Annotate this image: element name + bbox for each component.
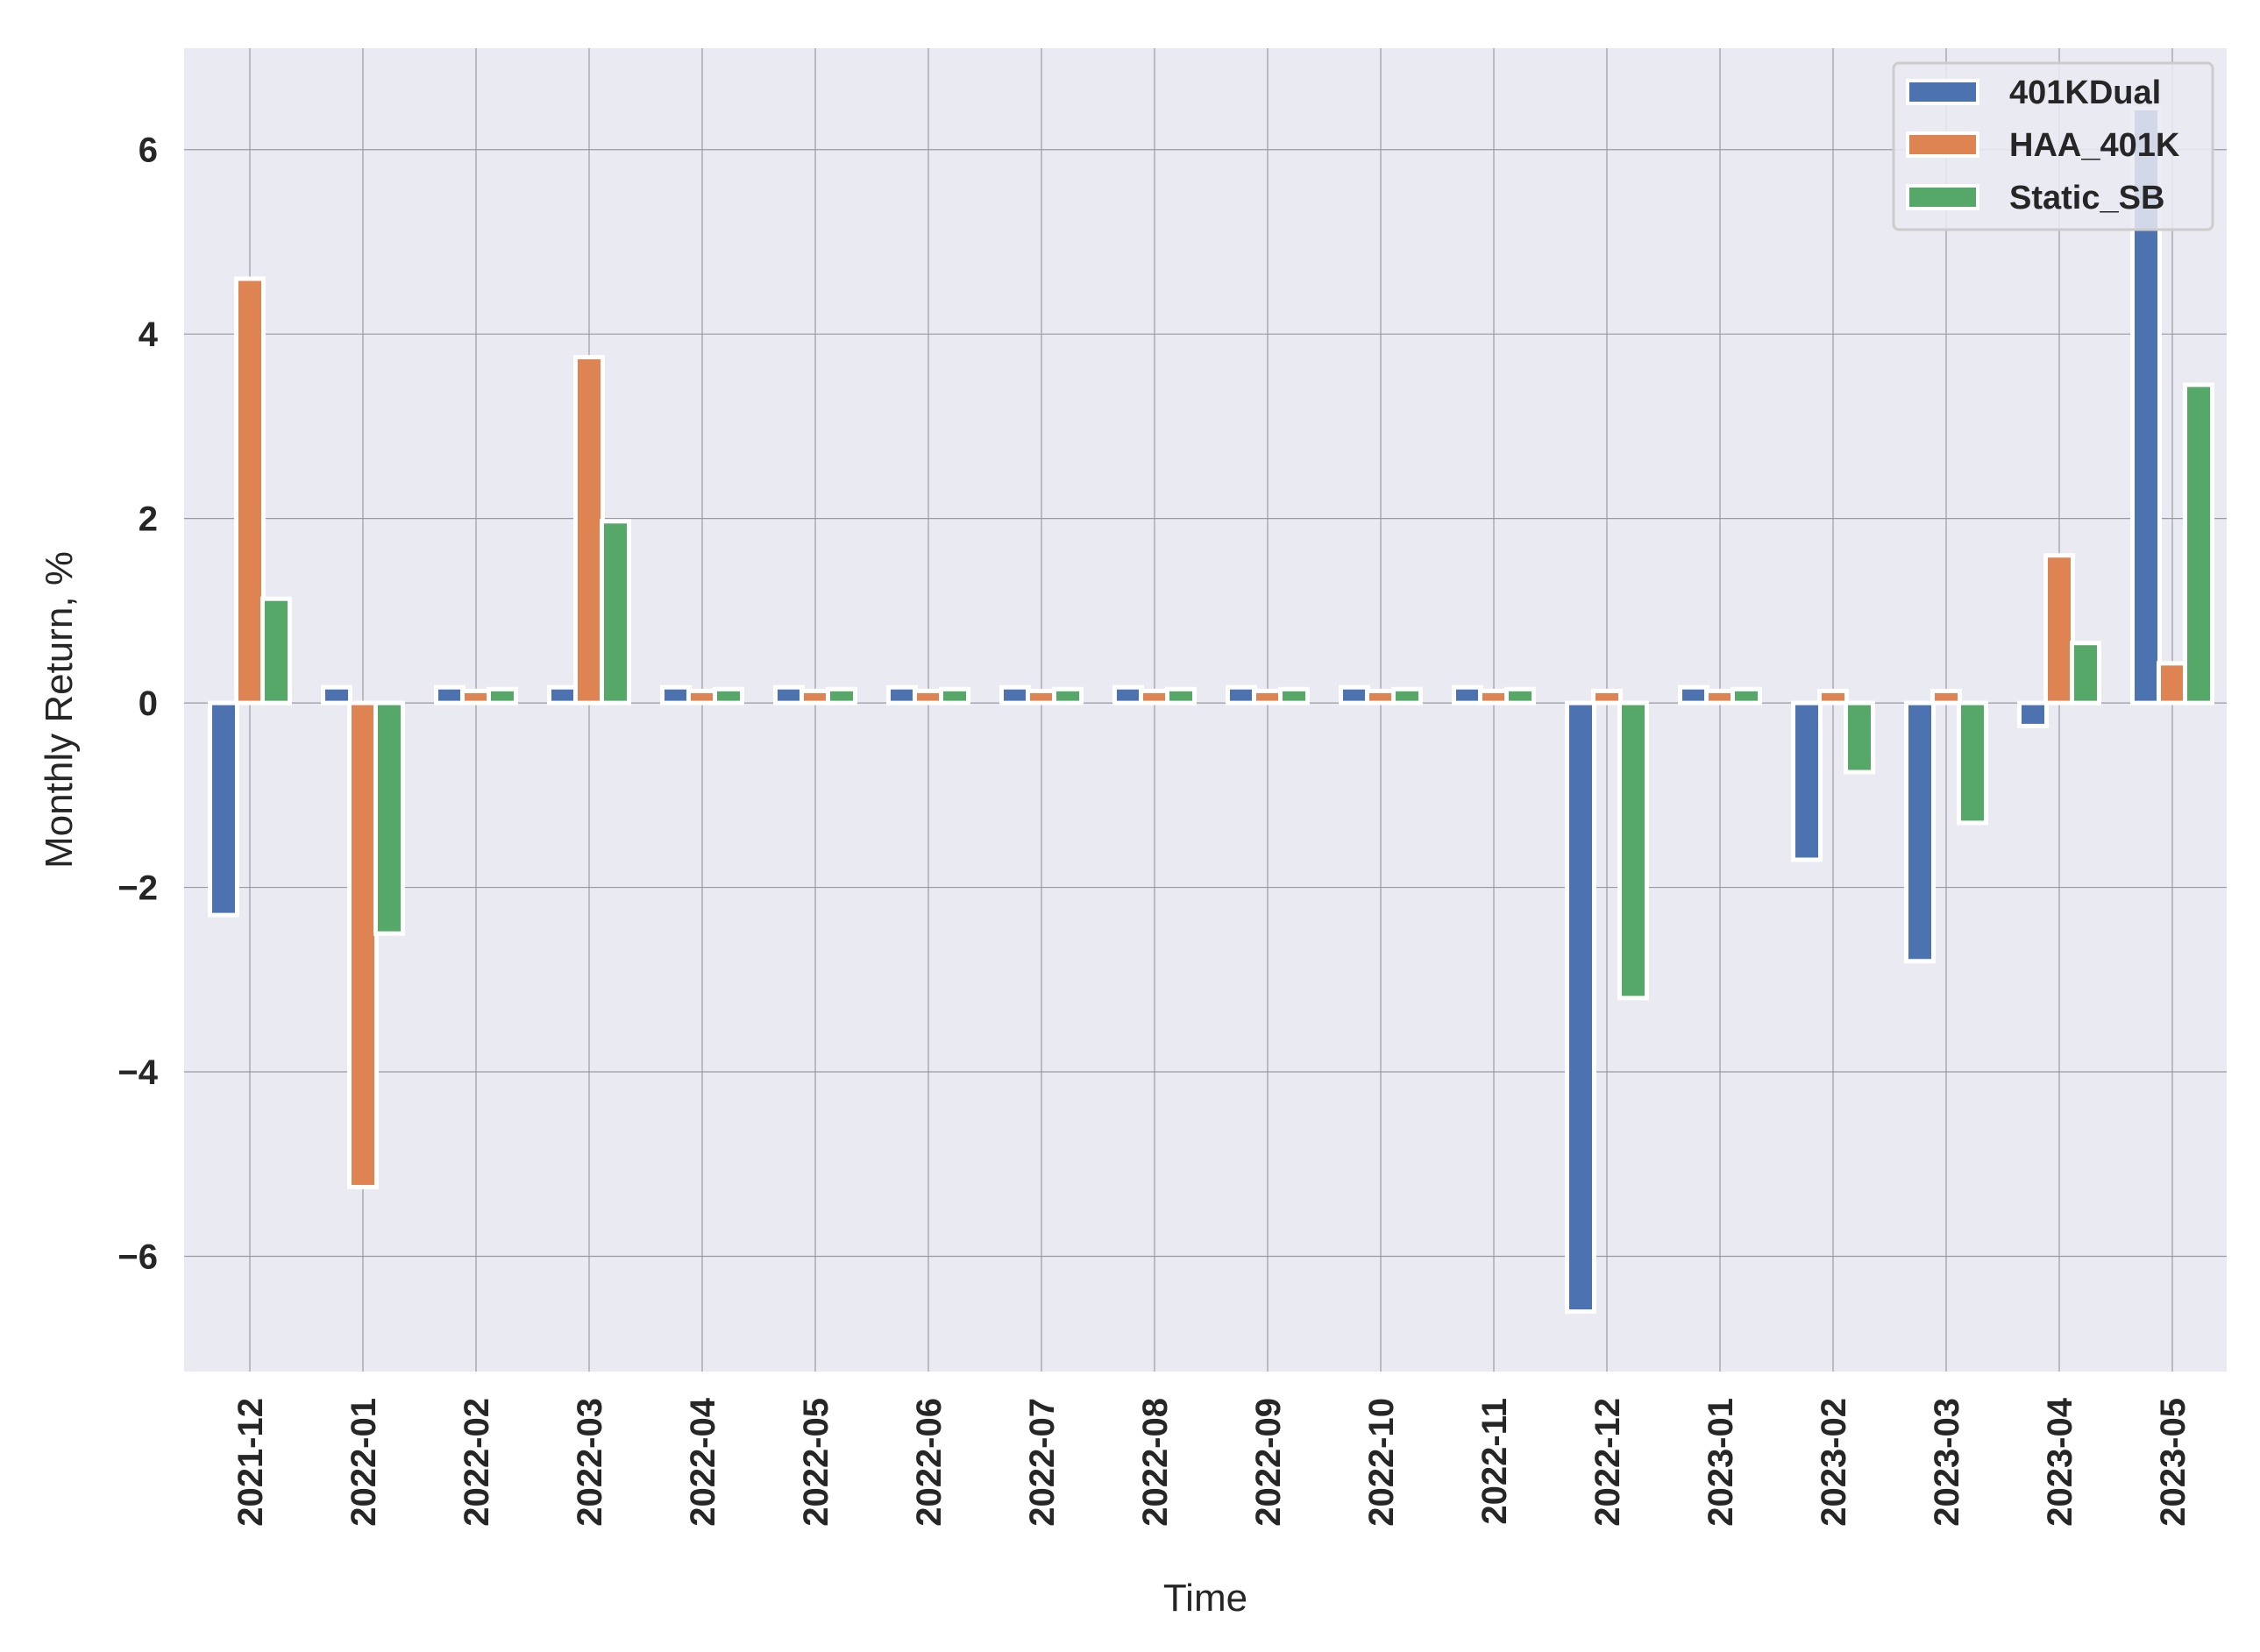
y-tick-label: 4 [139, 316, 159, 354]
x-tick-label: 2022-06 [910, 1398, 949, 1527]
bar-401kdual-2023-04 [2017, 700, 2049, 728]
bar-401kdual-2022-05 [773, 684, 805, 705]
bar-haa-401k-2022-02 [460, 688, 492, 705]
x-tick-label: 2022-03 [571, 1398, 609, 1527]
y-tick-label: −2 [117, 869, 158, 908]
x-tick-label: 2022-11 [1475, 1398, 1514, 1525]
bar-static-sb-2022-11 [1504, 686, 1536, 705]
bar-static-sb-2023-01 [1731, 686, 1762, 705]
bar-haa-401k-2022-05 [800, 688, 831, 705]
x-tick-label: 2022-09 [1249, 1398, 1288, 1527]
bar-static-sb-2023-02 [1844, 700, 1875, 775]
legend-label: HAA_401K [2009, 127, 2180, 164]
bar-401kdual-2022-01 [321, 684, 352, 705]
legend-swatch [1906, 79, 1979, 105]
x-tick-label: 2023-02 [1815, 1398, 1853, 1527]
legend: 401KDual HAA_401K Static_SB [1892, 61, 2214, 231]
bar-static-sb-2023-04 [2070, 641, 2101, 705]
bar-static-sb-2022-09 [1278, 686, 1310, 705]
bar-static-sb-2022-06 [939, 686, 970, 705]
bar-haa-401k-2022-03 [573, 355, 605, 705]
x-tick-label: 2022-12 [1588, 1398, 1627, 1527]
x-tick-label: 2022-02 [458, 1398, 496, 1527]
bar-haa-401k-2022-12 [1591, 688, 1623, 705]
bar-401kdual-2022-08 [1112, 684, 1144, 705]
bar-haa-401k-2023-04 [2043, 553, 2075, 705]
x-tick-label: 2022-07 [1023, 1398, 1062, 1527]
bar-haa-401k-2023-02 [1817, 688, 1849, 705]
bar-haa-401k-2021-12 [234, 276, 266, 705]
x-tick-label: 2023-01 [1702, 1398, 1740, 1527]
bar-401kdual-2022-04 [660, 684, 692, 705]
bar-static-sb-2023-05 [2183, 382, 2214, 705]
bar-401kdual-2022-10 [1339, 684, 1370, 705]
bar-haa-401k-2022-01 [347, 700, 379, 1190]
y-tick-label: −6 [117, 1237, 158, 1276]
bar-static-sb-2022-04 [713, 686, 744, 705]
bar-401kdual-2022-09 [1226, 684, 1257, 705]
y-axis-label: Monthly Return, % [38, 551, 81, 869]
bar-haa-401k-2022-04 [686, 688, 718, 705]
x-axis-label: Time [1163, 1577, 1247, 1620]
bar-401kdual-2022-06 [886, 684, 918, 705]
y-tick-label: −4 [117, 1053, 158, 1092]
bar-401kdual-2023-02 [1791, 700, 1823, 862]
legend-label: Static_SB [2009, 180, 2164, 216]
x-tick-label: 2021-12 [231, 1398, 270, 1527]
bar-static-sb-2023-03 [1957, 700, 1988, 826]
bar-401kdual-2023-01 [1678, 684, 1709, 705]
x-tick-label: 2023-04 [2041, 1397, 2079, 1527]
bar-static-sb-2022-12 [1617, 700, 1649, 1001]
legend-swatch [1906, 184, 1979, 210]
bar-haa-401k-2022-09 [1252, 688, 1283, 705]
bar-static-sb-2022-03 [600, 519, 631, 705]
bar-haa-401k-2022-11 [1478, 688, 1510, 705]
y-tick-labels: 6 4 2 0 −2 −4 −6 [117, 131, 158, 1277]
bar-static-sb-2022-05 [826, 686, 857, 705]
bar-static-sb-2022-10 [1391, 686, 1423, 705]
x-tick-label: 2022-10 [1362, 1398, 1401, 1527]
bar-401kdual-2022-12 [1565, 700, 1596, 1315]
grid [184, 48, 2227, 1372]
bar-static-sb-2022-01 [373, 700, 405, 936]
x-tick-label: 2023-03 [1928, 1398, 1966, 1527]
bar-static-sb-2022-08 [1165, 686, 1197, 705]
bar-401kdual-2022-11 [1452, 684, 1483, 705]
x-tick-label: 2022-05 [797, 1398, 835, 1527]
bar-401kdual-2022-07 [999, 684, 1031, 705]
bar-401kdual-2022-03 [547, 684, 579, 705]
bar-static-sb-2021-12 [260, 596, 292, 705]
x-tick-labels: 2021-12 2022-01 2022-02 2022-03 2022-04 2022-… [231, 1397, 2192, 1527]
bar-haa-401k-2023-01 [1704, 688, 1736, 705]
bar-static-sb-2022-02 [487, 686, 518, 705]
y-tick-label: 2 [139, 500, 158, 539]
plot-background [184, 48, 2227, 1372]
x-tick-label: 2023-05 [2154, 1398, 2192, 1527]
bar-haa-401k-2022-10 [1365, 688, 1397, 705]
legend-label: 401KDual [2009, 74, 2161, 111]
bar-static-sb-2022-07 [1052, 686, 1084, 705]
legend-swatch [1906, 131, 1979, 158]
bars [208, 105, 2214, 1315]
bar-401kdual-2023-03 [1904, 700, 1936, 964]
x-tick-label: 2022-08 [1136, 1398, 1175, 1527]
bar-401kdual-2022-02 [434, 684, 466, 705]
bar-haa-401k-2022-07 [1026, 688, 1057, 705]
bar-haa-401k-2022-06 [913, 688, 944, 705]
bar-haa-401k-2022-08 [1139, 688, 1170, 705]
bar-haa-401k-2023-05 [2157, 661, 2188, 705]
x-tick-label: 2022-01 [345, 1398, 383, 1527]
y-tick-label: 6 [139, 131, 158, 170]
x-tick-label: 2022-04 [684, 1397, 722, 1527]
bar-401kdual-2021-12 [208, 700, 239, 918]
y-tick-label: 0 [139, 684, 158, 723]
bar-haa-401k-2023-03 [1930, 688, 1962, 705]
